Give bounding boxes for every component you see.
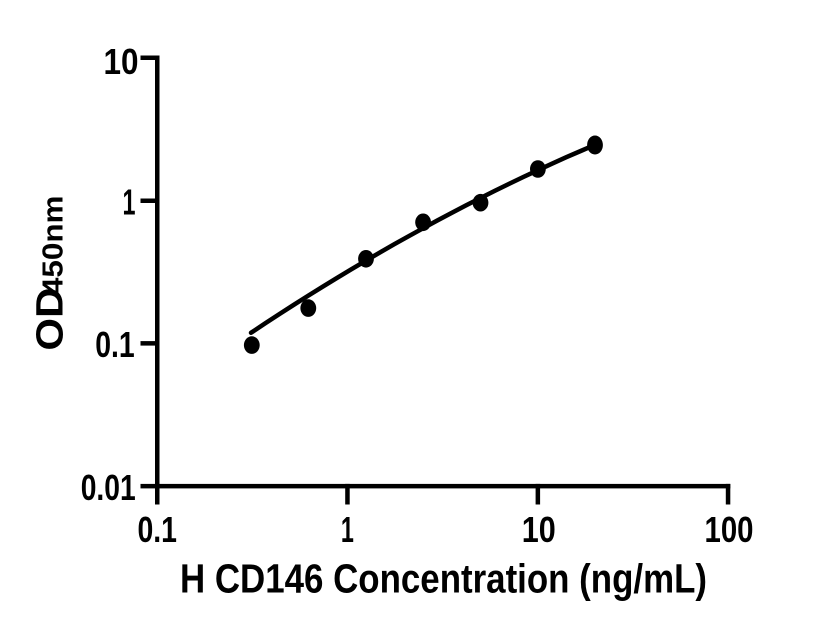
svg-text:1: 1 [123, 182, 136, 223]
svg-text:H CD146 Concentration (ng/mL): H CD146 Concentration (ng/mL) [180, 556, 707, 602]
svg-text:1: 1 [341, 509, 354, 550]
svg-text:0.01: 0.01 [81, 467, 136, 508]
svg-text:100: 100 [705, 509, 754, 550]
svg-text:450nm: 450nm [38, 196, 70, 296]
svg-text:10: 10 [522, 509, 556, 550]
svg-text:0.1: 0.1 [137, 509, 177, 550]
svg-text:0.1: 0.1 [95, 324, 135, 365]
svg-text:OD: OD [30, 288, 72, 351]
svg-text:10: 10 [104, 41, 139, 82]
